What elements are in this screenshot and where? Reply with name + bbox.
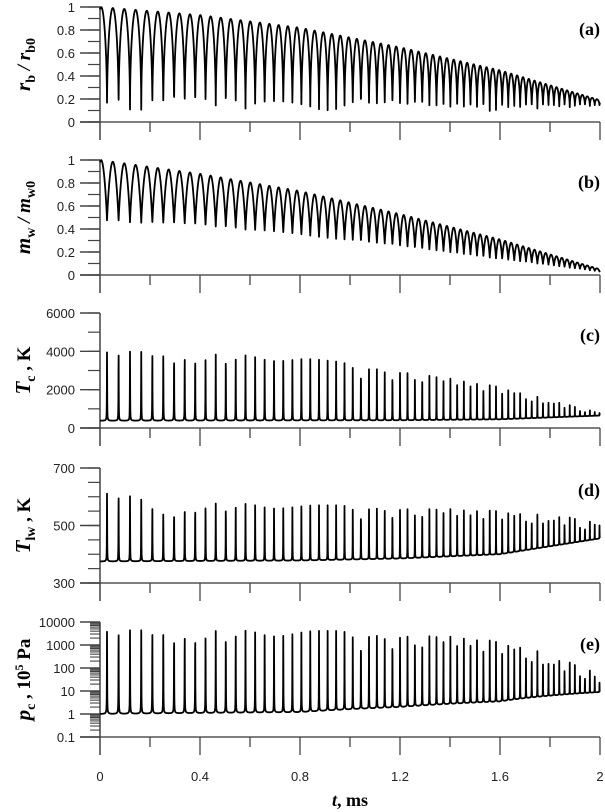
- y-tick-label: 0.1: [57, 730, 75, 745]
- y-tick-label: 500: [53, 519, 75, 534]
- y-tick-label: 700: [53, 461, 75, 476]
- y-tick-label: 0.4: [57, 69, 75, 84]
- y-axis-label: pc , 105 Pa: [11, 638, 39, 722]
- y-axis-label: Tc , K: [11, 346, 39, 394]
- y-tick-label: 2000: [46, 383, 75, 398]
- x-tick-label: 2: [596, 769, 603, 784]
- x-axis-label: t, ms: [332, 790, 368, 810]
- y-tick-label: 300: [53, 576, 75, 591]
- y-axis-label: Tlw , K: [11, 497, 39, 553]
- y-tick-label: 1000: [46, 638, 75, 653]
- series-line-e: [99, 629, 601, 715]
- x-tick-label: 0.8: [291, 769, 309, 784]
- panel-b: 0 0.2 0.4 0.6 0.8 1 (b) mw / mw0: [11, 153, 601, 293]
- y-tick-label: 0.6: [57, 46, 75, 61]
- y-tick-label: 0: [68, 268, 75, 283]
- panel-letter: (d): [578, 480, 600, 501]
- y-tick-label: 0.8: [57, 23, 75, 38]
- panel-letter: (a): [579, 19, 600, 40]
- panel-letter: (c): [580, 325, 600, 346]
- y-tick-label: 6000: [46, 306, 75, 321]
- y-axis-label: mw / mw0: [11, 181, 39, 254]
- panel-d: 300 500 700 (d) Tlw , K: [11, 461, 601, 601]
- y-tick-label: 10: [61, 684, 75, 699]
- y-tick-label: 100: [53, 661, 75, 676]
- x-tick-label: 0: [96, 769, 103, 784]
- panel-a: 0 0.2 0.4 0.6 0.8 1 (a) rb / rb0: [11, 0, 601, 140]
- y-tick-label: 10000: [39, 615, 75, 630]
- panel-letter: (e): [580, 634, 600, 655]
- panel-c: 0 2000 4000 6000 (c) Tc , K: [11, 306, 601, 446]
- y-tick-label: 1: [68, 153, 75, 168]
- y-tick-label: 1: [68, 0, 75, 15]
- series-line-c: [99, 350, 601, 422]
- series-line-b: [99, 159, 601, 273]
- x-tick-labels: 0 0.4 0.8 1.2 1.6 2: [96, 769, 603, 784]
- y-tick-label: 0: [68, 421, 75, 436]
- series-line-d: [99, 492, 601, 563]
- series-line-a: [99, 6, 601, 112]
- x-tick-label: 1.2: [391, 769, 409, 784]
- x-tick-label: 0.4: [191, 769, 209, 784]
- y-tick-label: 0.2: [57, 92, 75, 107]
- panel-letter: (b): [578, 172, 600, 193]
- y-tick-label: 4000: [46, 344, 75, 359]
- y-axis-label: rb / rb0: [11, 38, 39, 91]
- y-tick-label: 0.4: [57, 222, 75, 237]
- y-tick-label: 0.2: [57, 245, 75, 260]
- x-tick-label: 1.6: [491, 769, 509, 784]
- y-tick-label: 0: [68, 115, 75, 130]
- y-tick-label: 1: [68, 707, 75, 722]
- y-tick-label: 0.6: [57, 199, 75, 214]
- panel-e: 0.1 1 10 100 1000 10000 (e) pc , 105 Pa: [11, 615, 601, 755]
- y-tick-label: 0.8: [57, 176, 75, 191]
